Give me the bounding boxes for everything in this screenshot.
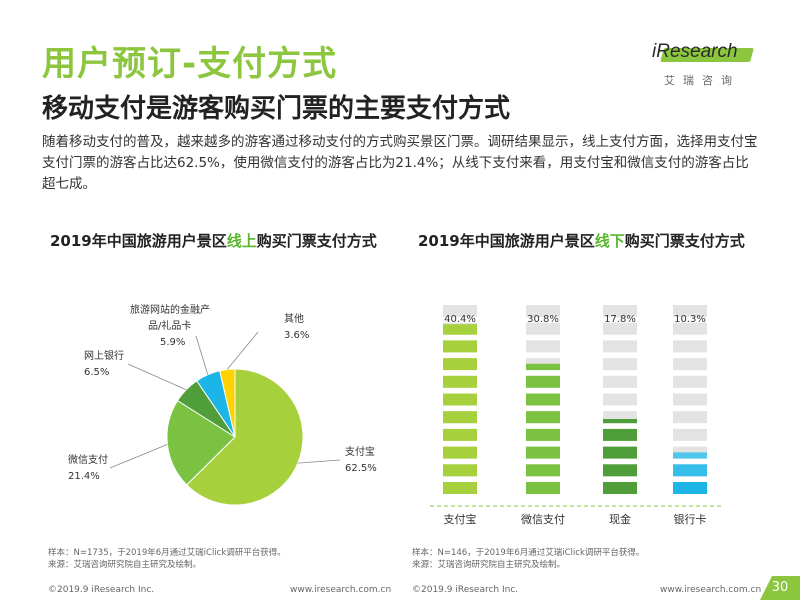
bar-block-bg <box>673 358 707 371</box>
bar-block-bg <box>526 305 560 317</box>
bar-value-label: 30.8% <box>527 314 559 325</box>
bar-block-bg <box>673 428 707 441</box>
bar-block-fill <box>443 428 477 441</box>
bar-category-label: 现金 <box>609 512 631 526</box>
pie-value-label: 62.5% <box>345 463 377 474</box>
bar-block-fill <box>443 375 477 388</box>
pie-label: 微信支付 <box>68 453 108 466</box>
page-subtitle: 移动支付是游客购买门票的主要支付方式 <box>42 94 511 124</box>
pie-label: 其他 <box>284 312 304 325</box>
bar-block-fill <box>526 446 560 459</box>
bar-block-fill <box>443 464 477 477</box>
logo-chinese: 艾瑞咨询 <box>664 74 740 87</box>
bar-block-fill <box>526 375 560 388</box>
pie-slice <box>186 368 304 506</box>
pie-label: 品/礼品卡 <box>148 319 191 332</box>
bar-block-fill <box>526 464 560 477</box>
pie-chart-title: 2019年中国旅游用户景区线上购买门票支付方式 <box>50 232 377 250</box>
leader-line <box>127 363 187 391</box>
bar-block-fill <box>443 358 477 371</box>
logo-wordmark: iResearch <box>652 41 738 62</box>
bar-category-label: 微信支付 <box>521 512 565 526</box>
intro-paragraph: 随着移动支付的普及，越来越多的游客通过移动支付的方式购买景区门票。调研结果显示，… <box>42 134 758 192</box>
right-notes: 样本：N=146，于2019年6月通过艾瑞iClick调研平台获得。 来源：艾瑞… <box>412 548 645 570</box>
bar-block-fill <box>673 464 707 477</box>
footer-url-left: www.iresearch.com.cn <box>290 585 392 595</box>
leader-line <box>195 335 209 375</box>
pie-slice <box>166 399 236 486</box>
bar-block-fill <box>603 428 637 441</box>
pie-label: 支付宝 <box>345 445 375 458</box>
bar-block-bg <box>526 322 560 335</box>
bar-block-fill <box>443 324 477 335</box>
bar-value-label: 40.4% <box>444 314 476 325</box>
page-number: 30 <box>760 576 800 600</box>
bar-block-fill <box>673 482 707 494</box>
pie-label: 旅游网站的金融产 <box>130 303 210 316</box>
bar-value-label: 17.8% <box>604 314 636 325</box>
pie-value-label: 3.6% <box>284 330 309 341</box>
pie-value-label: 6.5% <box>84 367 109 378</box>
footer-url-right: www.iresearch.com.cn <box>660 585 762 595</box>
bar-block-fill <box>443 340 477 353</box>
bar-block-bg <box>673 305 707 317</box>
footer-copyright-left: ©2019.9 iResearch Inc. <box>48 585 155 595</box>
bar-block-bg <box>526 340 560 353</box>
bar-block-bg <box>673 411 707 424</box>
pie-value-label: 21.4% <box>68 471 100 482</box>
bar-block-fill <box>603 418 637 424</box>
bar-block-fill <box>443 482 477 494</box>
bar-block-bg <box>603 375 637 388</box>
pie-label: 网上银行 <box>84 349 124 362</box>
bar-block-fill <box>603 446 637 459</box>
bar-chart-title: 2019年中国旅游用户景区线下购买门票支付方式 <box>418 232 745 250</box>
bar-block-bg <box>603 358 637 371</box>
bar-category-label: 支付宝 <box>444 512 477 526</box>
bar-block-fill <box>526 482 560 494</box>
leader-line <box>226 331 259 370</box>
bar-block-bg <box>603 322 637 335</box>
bar-block-fill <box>526 411 560 424</box>
bar-block-bg <box>603 305 637 317</box>
iresearch-logo: iResearch 艾瑞咨询 <box>652 40 754 90</box>
bar-block-fill <box>443 411 477 424</box>
leader-line <box>109 444 168 469</box>
bar-category-label: 银行卡 <box>674 512 707 526</box>
bar-block-bg <box>673 340 707 353</box>
bar-block-fill <box>603 482 637 494</box>
bar-block-bg <box>673 375 707 388</box>
bar-block-bg <box>443 305 477 317</box>
bar-block-bg <box>603 340 637 353</box>
bar-block-fill <box>526 363 560 371</box>
bar-value-label: 10.3% <box>674 314 706 325</box>
bar-block-bg <box>673 393 707 406</box>
bar-block-bg <box>673 322 707 335</box>
leader-line <box>297 459 341 464</box>
bar-block-fill <box>443 393 477 406</box>
pie-value-label: 5.9% <box>160 337 185 348</box>
bar-block-fill <box>673 452 707 459</box>
left-notes: 样本：N=1735，于2019年6月通过艾瑞iClick调研平台获得。 来源：艾… <box>48 548 286 570</box>
bar-block-fill <box>443 446 477 459</box>
bar-block-fill <box>526 428 560 441</box>
footer-copyright-right: ©2019.9 iResearch Inc. <box>412 585 519 595</box>
page-title: 用户预订-支付方式 <box>42 44 338 84</box>
bar-block-fill <box>603 464 637 477</box>
bar-block-bg <box>603 393 637 406</box>
bar-block-fill <box>526 393 560 406</box>
pie-slice <box>219 368 236 438</box>
